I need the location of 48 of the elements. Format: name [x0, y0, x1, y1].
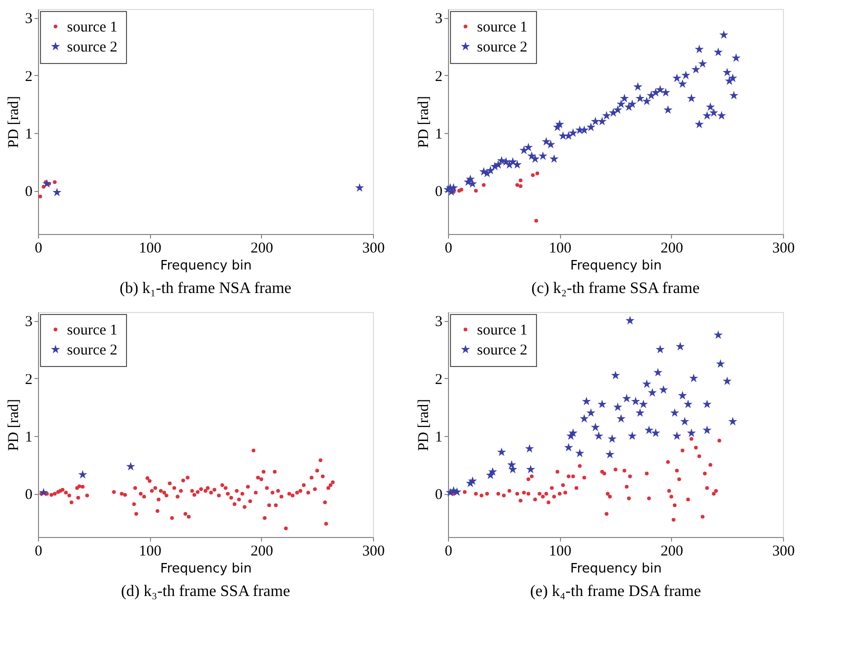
legend-label: source 1	[67, 20, 118, 36]
x-tick-label: 200	[660, 240, 684, 256]
y-axis-title: PD [rad]	[416, 398, 432, 452]
text: (c) k₂-th frame SSA frame	[531, 280, 700, 297]
y-axis-title: PD [rad]	[6, 398, 22, 452]
x-tick-label: 300	[772, 240, 795, 256]
y-tick-label: 0	[25, 184, 32, 200]
y-tick-label: 3	[25, 314, 32, 330]
text: (b) k₁-th frame NSA frame	[120, 280, 292, 297]
y-axis-title: PD [rad]	[416, 96, 432, 148]
y-tick-label: 3	[25, 11, 32, 28]
x-tick-label: 300	[772, 544, 795, 560]
x-axis-title: Frequency bin	[160, 562, 252, 576]
x-tick-label: 200	[250, 240, 274, 256]
legend-label: source 1	[477, 20, 528, 36]
legend-label: source 1	[67, 322, 118, 338]
x-tick-label: 200	[250, 544, 274, 560]
y-tick-label: 0	[435, 184, 442, 200]
y-tick-label: 0	[435, 487, 442, 504]
y-tick-label: 3	[435, 11, 442, 28]
y-tick-label: 2	[435, 68, 442, 85]
legend-label: source 2	[67, 40, 118, 56]
text: (d) k₃-th frame SSA frame	[120, 583, 290, 600]
legend-label: source 1	[477, 322, 528, 338]
x-tick-label: 300	[362, 544, 385, 560]
y-axis-title: PD [rad]	[6, 96, 22, 148]
x-axis-title: Frequency bin	[570, 258, 662, 274]
y-tick-label: 3	[435, 314, 442, 330]
legend-label: source 2	[477, 342, 528, 358]
y-tick-label: 0	[25, 487, 32, 504]
text: (e) k₄-th frame DSA frame	[530, 583, 701, 600]
x-tick-label: 300	[362, 240, 385, 256]
legend-label: source 2	[477, 40, 528, 56]
y-tick-label: 2	[435, 372, 442, 388]
x-tick-label: 100	[548, 544, 572, 560]
y-tick-label: 1	[25, 430, 32, 446]
x-tick-label: 100	[138, 240, 162, 256]
legend-label: source 2	[67, 342, 118, 358]
y-tick-label: 1	[435, 430, 442, 446]
y-tick-label: 1	[25, 126, 32, 143]
x-tick-label: 100	[138, 544, 162, 560]
y-tick-label: 1	[435, 126, 442, 143]
x-axis-title: Frequency bin	[160, 258, 252, 274]
x-tick-label: 200	[660, 544, 684, 560]
x-tick-label: 100	[548, 240, 572, 256]
y-tick-label: 2	[25, 372, 32, 388]
x-axis-title: Frequency bin	[570, 562, 662, 576]
y-tick-label: 2	[25, 68, 32, 85]
